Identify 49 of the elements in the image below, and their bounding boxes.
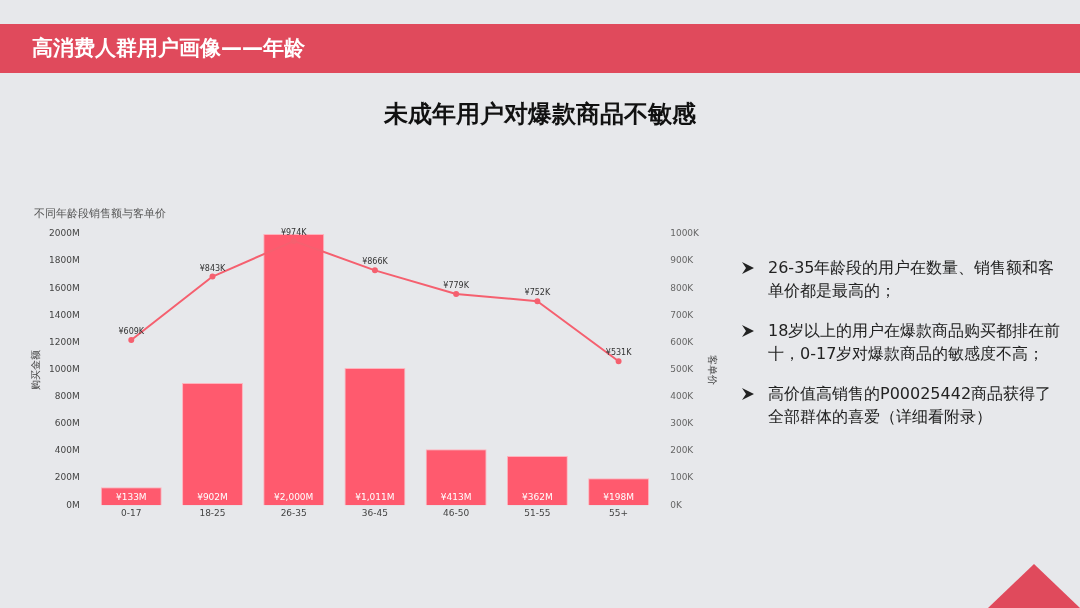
- data-label: ¥779K: [443, 281, 470, 291]
- y2-tick-label: 800K: [670, 282, 695, 293]
- y-tick-label: 1000M: [49, 363, 80, 374]
- chart-title: 高消费人群用户画像——年龄: [0, 24, 1080, 73]
- y2-axis-title: 客单价: [707, 354, 719, 385]
- y2-tick-label: 300K: [670, 418, 695, 429]
- y2-tick-label: 1000K: [670, 228, 701, 239]
- data-label: ¥362M: [522, 492, 553, 503]
- data-label: ¥974K: [280, 228, 308, 238]
- data-label: ¥866K: [362, 257, 389, 267]
- data-label: ¥752K: [524, 288, 551, 298]
- data-label: ¥902M: [197, 492, 228, 503]
- chart-subtitle: 未成年用户对爆款商品不敏感: [383, 99, 697, 130]
- y2-tick-label: 400K: [670, 391, 695, 402]
- y2-tick-label: 900K: [670, 255, 695, 266]
- y2-tick-label: 100K: [670, 472, 695, 483]
- y-tick-label: 0M: [66, 499, 80, 510]
- y2-tick-label: 700K: [670, 309, 695, 320]
- y-tick-label: 800M: [54, 391, 80, 402]
- x-tick-label: 26-35: [280, 507, 307, 518]
- x-tick-label: 0-17: [121, 507, 142, 518]
- x-tick-label: 36-45: [361, 507, 389, 518]
- text: 26-35年龄段的用户在数量、销售额和客单价都是最高的；: [767, 257, 1056, 302]
- y2-tick-label: 600K: [670, 336, 695, 347]
- y-tick-label: 1200M: [49, 336, 80, 347]
- y-tick-label: 400M: [54, 445, 80, 456]
- data-label: ¥2,000M: [274, 492, 314, 503]
- text: 不同年龄段销售额与客单价: [34, 206, 166, 221]
- x-tick-label: 55+: [609, 507, 629, 518]
- text: 高价值高销售的P00025442商品获得了全部群体的喜爱（详细看附录）: [767, 383, 1053, 428]
- y-tick-label: 600M: [54, 418, 80, 429]
- data-label: ¥1,011M: [355, 492, 395, 503]
- y-tick-label: 2000M: [49, 228, 80, 239]
- y2-tick-label: 0K: [670, 499, 683, 510]
- data-label: ¥133M: [115, 492, 147, 503]
- data-label: ¥843K: [199, 263, 227, 273]
- data-label: ¥413M: [440, 492, 472, 503]
- y-tick-label: 200M: [54, 472, 80, 483]
- y2-tick-label: 500K: [670, 363, 695, 374]
- x-tick-label: 18-25: [199, 507, 226, 518]
- y-tick-label: 1600M: [49, 282, 80, 293]
- y-tick-label: 1800M: [49, 255, 80, 266]
- x-tick-label: 51-55: [524, 507, 551, 518]
- y-axis-title: 购买金额: [29, 349, 41, 390]
- y2-tick-label: 200K: [670, 445, 695, 456]
- text: 18岁以上的用户在爆款商品购买都排在前十，0-17岁对爆款商品的敏感度不高；: [767, 320, 1062, 365]
- data-label: ¥198M: [603, 492, 634, 503]
- x-tick-label: 46-50: [443, 507, 470, 518]
- y-tick-label: 1400M: [49, 309, 80, 320]
